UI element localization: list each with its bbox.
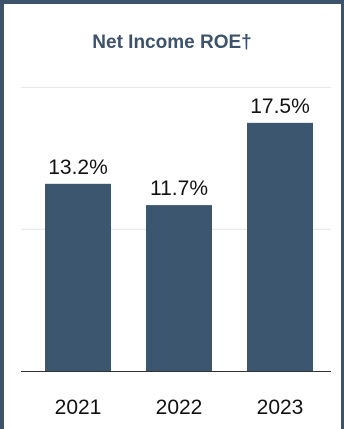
value-labels: 13.2% 11.7% 17.5% — [48, 95, 310, 200]
chart-title: Net Income ROE† — [92, 32, 252, 53]
bar-value-label-2022: 11.7% — [150, 177, 208, 200]
card-border-left — [0, 0, 4, 429]
bar-2022 — [146, 205, 212, 371]
card-border-right — [341, 0, 344, 429]
bar-value-label-2021: 13.2% — [48, 156, 108, 179]
card-border-top — [0, 0, 344, 4]
bars — [45, 122, 313, 371]
x-tick-label-2023: 2023 — [257, 396, 304, 419]
x-tick-label-2021: 2021 — [55, 396, 102, 419]
x-tick-labels: 2021 2022 2023 — [55, 396, 304, 419]
bar-2021 — [45, 183, 111, 371]
bar-value-label-2023: 17.5% — [250, 95, 310, 118]
x-tick-label-2022: 2022 — [156, 396, 203, 419]
bar-2023 — [247, 122, 313, 371]
